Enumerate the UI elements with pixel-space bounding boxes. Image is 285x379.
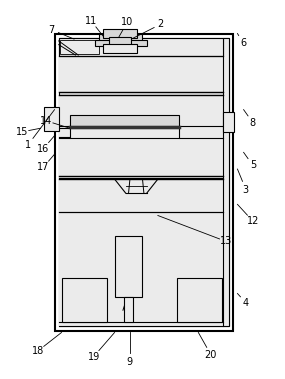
Text: 13: 13	[220, 236, 232, 246]
Text: 17: 17	[37, 162, 50, 172]
Text: 16: 16	[37, 144, 50, 153]
Bar	[59, 56, 223, 93]
Bar	[59, 179, 223, 212]
Bar	[103, 29, 137, 38]
Bar	[223, 38, 229, 326]
Text: 12: 12	[247, 216, 259, 226]
Bar	[59, 95, 223, 179]
Text: 5: 5	[250, 160, 256, 170]
Text: 15: 15	[16, 127, 28, 137]
Text: 2: 2	[158, 19, 164, 29]
Text: 8: 8	[250, 117, 256, 128]
Bar	[59, 38, 229, 326]
Bar	[124, 297, 133, 322]
Text: 9: 9	[127, 357, 133, 367]
Bar	[70, 128, 179, 138]
Text: 4: 4	[243, 298, 249, 308]
Bar	[99, 33, 142, 41]
Text: 19: 19	[87, 352, 100, 362]
Text: 14: 14	[40, 116, 52, 126]
Text: 1: 1	[25, 140, 31, 150]
Text: 10: 10	[121, 17, 133, 27]
Text: 6: 6	[240, 38, 246, 48]
Text: 3: 3	[243, 185, 249, 194]
Bar	[62, 277, 107, 322]
Bar	[223, 111, 234, 132]
Text: 7: 7	[49, 25, 55, 35]
Bar	[115, 236, 142, 297]
Bar	[59, 38, 223, 56]
Bar	[70, 115, 179, 126]
Text: 18: 18	[32, 346, 44, 356]
Bar	[60, 40, 99, 54]
Bar	[109, 37, 131, 45]
Bar	[59, 212, 223, 326]
Bar	[95, 40, 147, 46]
Bar	[177, 277, 222, 322]
Bar	[44, 106, 59, 131]
Text: 11: 11	[85, 16, 97, 25]
Bar	[103, 44, 137, 53]
Text: 20: 20	[205, 350, 217, 360]
Bar	[54, 33, 233, 330]
